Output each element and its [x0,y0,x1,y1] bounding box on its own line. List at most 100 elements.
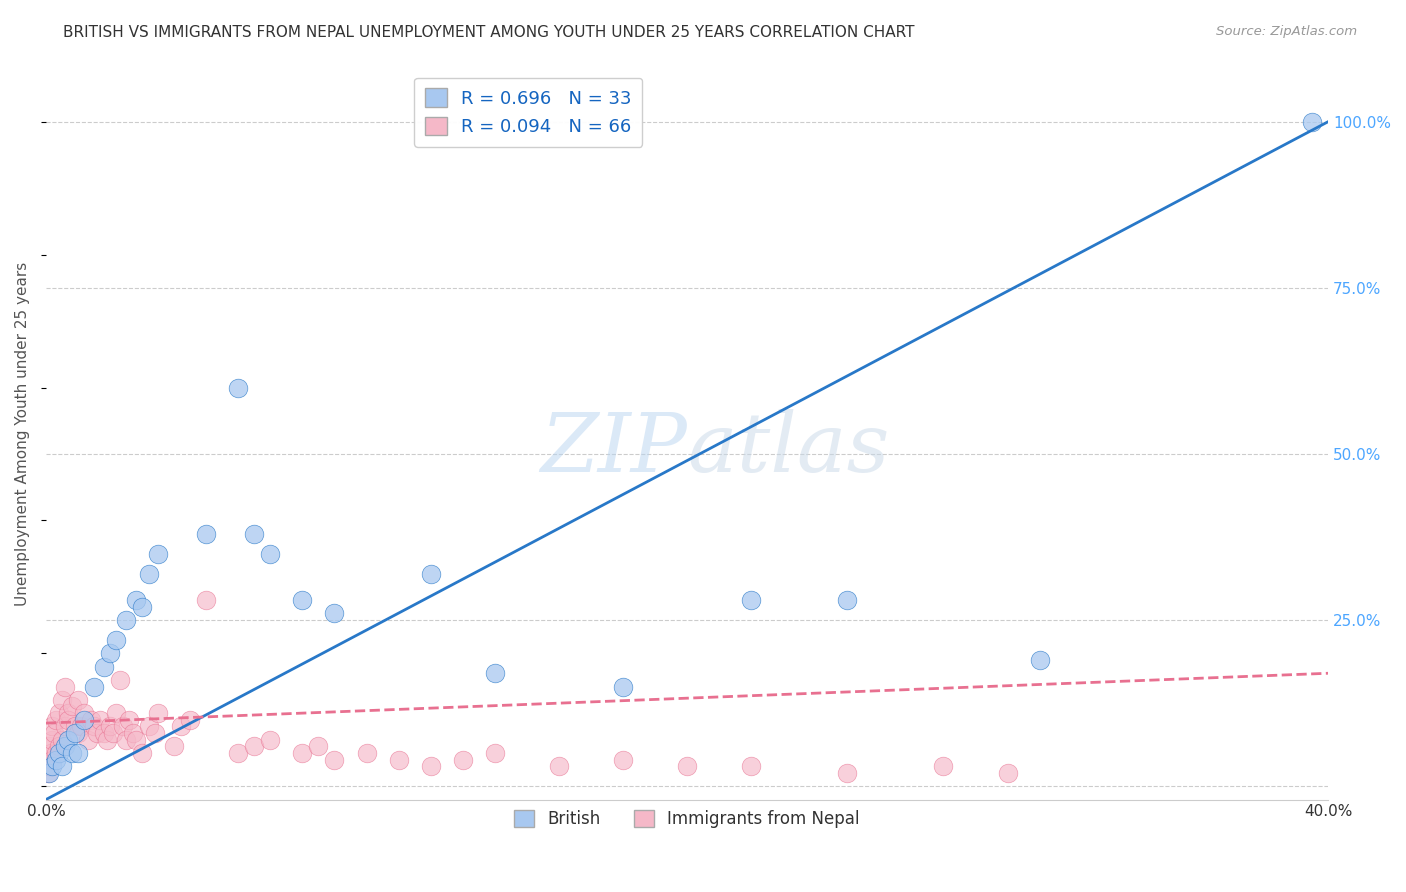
Point [118,713,141,727]
Point [51,693,73,707]
Point [105,633,128,648]
Point [484,666,506,681]
Point [740,593,762,607]
Point [356,746,378,760]
Point [96,732,118,747]
Point [226,380,249,394]
Point [243,739,266,754]
Point [93,659,115,673]
Point [259,547,281,561]
Point [73,706,96,720]
Point [66,746,89,760]
Point [86,726,108,740]
Point [740,759,762,773]
Point [115,613,138,627]
Point [38,766,60,780]
Point [45,713,67,727]
Point [103,726,125,740]
Point [163,739,186,754]
Point [108,673,131,687]
Point [41,753,63,767]
Point [51,759,73,773]
Point [37,766,59,780]
Point [63,726,86,740]
Point [38,739,60,754]
Point [419,566,441,581]
Point [58,713,80,727]
Point [1301,114,1323,128]
Text: Source: ZipAtlas.com: Source: ZipAtlas.com [1216,25,1357,38]
Point [131,746,153,760]
Point [70,719,93,733]
Point [76,732,98,747]
Point [115,732,138,747]
Point [387,753,409,767]
Point [41,759,63,773]
Point [259,732,281,747]
Point [837,593,859,607]
Point [169,719,191,733]
Legend: British, Immigrants from Nepal: British, Immigrants from Nepal [508,804,866,835]
Point [451,753,474,767]
Point [146,706,169,720]
Point [98,646,121,660]
Point [60,746,83,760]
Point [45,753,67,767]
Point [138,719,160,733]
Point [66,693,89,707]
Point [484,746,506,760]
Point [323,753,346,767]
Point [291,746,314,760]
Point [53,739,76,754]
Point [105,706,128,720]
Point [323,607,346,621]
Point [45,746,67,760]
Point [179,713,201,727]
Point [111,719,134,733]
Point [98,719,121,733]
Point [66,726,89,740]
Point [93,726,115,740]
Point [83,719,105,733]
Point [53,719,76,733]
Point [39,746,62,760]
Point [121,726,143,740]
Point [48,706,70,720]
Point [60,699,83,714]
Point [80,713,103,727]
Point [53,680,76,694]
Point [63,719,86,733]
Point [143,726,166,740]
Point [58,732,80,747]
Point [195,593,218,607]
Point [131,599,153,614]
Point [195,526,218,541]
Point [612,753,634,767]
Point [73,713,96,727]
Point [1028,653,1050,667]
Point [41,719,63,733]
Point [42,726,65,740]
Point [547,759,569,773]
Point [125,732,148,747]
Point [125,593,148,607]
Point [419,759,441,773]
Point [138,566,160,581]
Point [48,739,70,754]
Point [38,759,60,773]
Point [932,759,955,773]
Y-axis label: Unemployment Among Youth under 25 years: Unemployment Among Youth under 25 years [15,262,30,607]
Point [676,759,699,773]
Point [226,746,249,760]
Point [612,680,634,694]
Point [837,766,859,780]
Point [83,680,105,694]
Point [41,732,63,747]
Point [243,526,266,541]
Text: atlas: atlas [688,409,890,489]
Point [307,739,329,754]
Text: BRITISH VS IMMIGRANTS FROM NEPAL UNEMPLOYMENT AMONG YOUTH UNDER 25 YEARS CORRELA: BRITISH VS IMMIGRANTS FROM NEPAL UNEMPLO… [63,25,915,40]
Point [89,713,111,727]
Point [146,547,169,561]
Point [48,746,70,760]
